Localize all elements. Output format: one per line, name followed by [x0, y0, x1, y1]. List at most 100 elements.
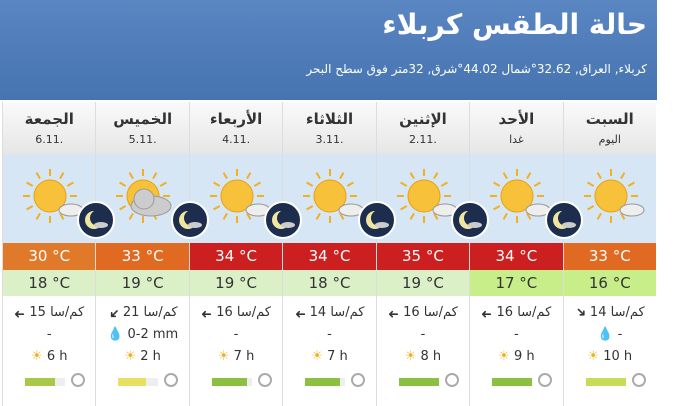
- day-column: الجمعة 6.11. 30 °C 18 °C ➜ 15 كم/سا - ☀ 6 h: [2, 102, 96, 406]
- min-temp: 19 °C: [96, 270, 189, 296]
- day-column: الثلاثاء 3.11. 34 °C 18 °C ➜ 14 كم/سا - ☀ 7 h: [264, 102, 376, 406]
- sun-hours: 2 h: [140, 349, 161, 364]
- day-date: غدا: [509, 133, 524, 146]
- precipitation: -: [3, 324, 95, 346]
- day-date: 5.11.: [128, 133, 157, 146]
- precip-value: -: [46, 327, 52, 342]
- sun-hours: 9 h: [513, 349, 535, 364]
- day-header: الإثنين 2.11.: [376, 102, 470, 154]
- sunshine: ☀ 9 h: [498, 349, 535, 364]
- weather-icon: [170, 154, 283, 243]
- moon-icon: [264, 201, 303, 239]
- wind-speed: 15 كم/سا: [29, 305, 85, 320]
- day-date: 4.11.: [222, 133, 251, 146]
- precipitation: -: [283, 324, 375, 346]
- sun-hours: 6 h: [46, 349, 68, 364]
- day-header: الأحد غدا: [470, 102, 563, 154]
- max-temp: 30 °C: [3, 243, 96, 270]
- uv-bar: [25, 373, 86, 387]
- precip-value: -: [420, 327, 426, 342]
- uv-bar: [211, 373, 272, 387]
- day-name: الإثنين: [399, 110, 447, 128]
- day-name: السبت: [585, 110, 634, 128]
- day-date: اليوم: [598, 133, 621, 146]
- max-temp: 33 °C: [96, 243, 189, 270]
- uv-bar: [585, 373, 646, 387]
- min-temp: 19 °C: [376, 270, 470, 296]
- wind-speed: 14 كم/سا: [309, 305, 365, 320]
- precipitation: -: [470, 324, 562, 346]
- day-name: الخميس: [113, 110, 173, 128]
- min-temp: 18 °C: [283, 270, 376, 296]
- day-column: الإثنين 2.11. 35 °C 19 °C ➜ 16 كم/سا - ☀ 8 h: [357, 102, 470, 406]
- wind: ➜ 16 كم/سا: [201, 305, 271, 321]
- day-name: الأحد: [498, 110, 535, 128]
- sun-hours: 10 h: [603, 349, 633, 364]
- wind: ➜ 16 كم/سا: [388, 305, 458, 321]
- weather-icon: [77, 154, 189, 243]
- sunshine: ☀ 7 h: [217, 349, 255, 364]
- wind-speed: 16 كم/سا: [496, 305, 552, 320]
- moon-icon: [451, 201, 490, 239]
- sunshine: ☀ 10 h: [587, 349, 633, 364]
- precipitation: -: [190, 324, 282, 346]
- wind-speed: 16 كم/سا: [403, 305, 458, 320]
- day-header: الأربعاء 4.11.: [189, 102, 283, 154]
- sun-hours: 8 h: [420, 349, 442, 364]
- day-name: الأربعاء: [209, 110, 263, 128]
- precipitation: 💧 0-2 mm: [107, 327, 179, 342]
- wind-speed: 14 كم/سا: [589, 305, 645, 320]
- max-temp: 34 °C: [189, 243, 283, 270]
- wind: ➜ 21 كم/سا: [104, 304, 178, 323]
- precip-value: -: [514, 327, 519, 342]
- uv-bar: [398, 373, 459, 387]
- day-header: الثلاثاء 3.11.: [283, 102, 376, 154]
- precip-value: 0-2 mm: [127, 327, 179, 342]
- day-name: الجمعة: [24, 110, 74, 128]
- precip-value: -: [327, 327, 332, 342]
- sun-hours: 7 h: [327, 349, 348, 364]
- day-header: السبت اليوم: [563, 102, 656, 154]
- day-header: الخميس 5.11.: [96, 102, 189, 154]
- sun-hours: 7 h: [233, 349, 255, 364]
- day-column: الأحد غدا 34 °C 17 °C ➜ 16 كم/سا - ☀ 9 h: [451, 102, 563, 406]
- precip-value: -: [233, 327, 239, 342]
- wind: ➜ 14 كم/سا: [571, 303, 645, 322]
- day-name: الثلاثاء: [305, 110, 354, 128]
- precipitation: -: [377, 324, 469, 346]
- day-column: السبت اليوم 33 °C 16 °C ➜ 14 كم/سا 💧 - ☀ 10 h: [544, 102, 656, 406]
- precip-value: -: [617, 327, 623, 342]
- day-date: 2.11.: [408, 133, 437, 146]
- max-temp: 34 °C: [470, 243, 563, 270]
- moon-icon: [357, 201, 396, 239]
- moon-icon: [170, 201, 209, 239]
- weather-icon: [264, 154, 376, 243]
- min-temp: 17 °C: [470, 270, 563, 296]
- day-column: الخميس 5.11. 33 °C 19 °C ➜ 21 كم/سا 💧 0-2 mm ☀…: [77, 102, 189, 406]
- max-temp: 33 °C: [563, 243, 656, 270]
- min-temp: 16 °C: [563, 270, 656, 296]
- uv-bar: [492, 373, 553, 387]
- day-date: 6.11.: [35, 133, 64, 146]
- min-temp: 19 °C: [189, 270, 283, 296]
- min-temp: 18 °C: [3, 270, 96, 296]
- subtitle: كربلاء, العراق, 32.62°شمال 44.02°شرق, 32…: [306, 62, 647, 76]
- sunshine: ☀ 8 h: [404, 349, 442, 364]
- sunshine: ☀ 2 h: [124, 349, 161, 364]
- day-date: 3.11.: [315, 133, 344, 146]
- uv-bar: [118, 373, 179, 387]
- max-temp: 34 °C: [283, 243, 376, 270]
- title: حالة الطقس كربلاء: [382, 8, 647, 41]
- precipitation: 💧 -: [597, 327, 623, 342]
- widget: حالة الطقس كربلاء كربلاء, العراق, 32.62°…: [0, 0, 657, 406]
- max-temp: 35 °C: [376, 243, 470, 270]
- day-header: الجمعة 6.11.: [3, 102, 96, 154]
- weather-icon: [357, 154, 470, 243]
- day-column: الأربعاء 4.11. 34 °C 19 °C ➜ 16 كم/سا - ☀ 7 h: [170, 102, 283, 406]
- weather-icon: [544, 154, 656, 243]
- wind: ➜ 16 كم/سا: [481, 305, 552, 321]
- uv-bar: [305, 373, 366, 387]
- wind-speed: 16 كم/سا: [216, 305, 271, 320]
- moon-icon: [544, 201, 583, 239]
